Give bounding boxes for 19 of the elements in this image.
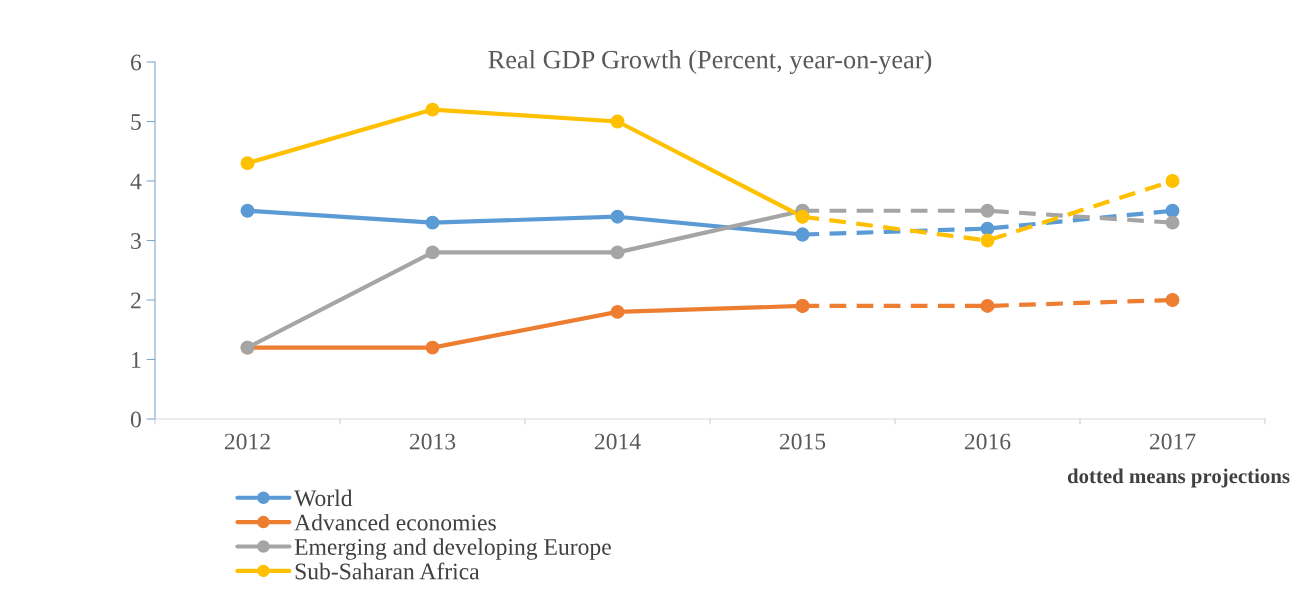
text: dotted means projections: [1067, 468, 1290, 488]
x-tick-label: 2015: [779, 433, 826, 450]
x-tick-label: 2012: [224, 433, 270, 450]
x-tick-label: 2013: [409, 433, 456, 450]
x-tick-label: 2016: [964, 433, 1011, 450]
x-tick-label: 2017: [1149, 433, 1196, 450]
legend-label: Advanced economies: [294, 513, 496, 531]
y-tick-label: 2: [131, 292, 141, 309]
y-tick-label: 5: [131, 114, 141, 130]
y-tick-label: 6: [131, 54, 142, 71]
y-tick-label: 0: [130, 411, 141, 428]
legend-label: Emerging and developing Europe: [294, 538, 611, 560]
legend-label: Sub-Saharan Africa: [295, 562, 480, 580]
x-tick-label: 2014: [594, 433, 641, 450]
y-tick-label: 1: [132, 352, 141, 368]
chart-title: Real GDP Growth (Percent, year-on-year): [488, 50, 932, 74]
legend-label: World: [294, 489, 353, 507]
y-tick-label: 4: [130, 173, 142, 190]
y-tick-label: 3: [131, 233, 141, 249]
